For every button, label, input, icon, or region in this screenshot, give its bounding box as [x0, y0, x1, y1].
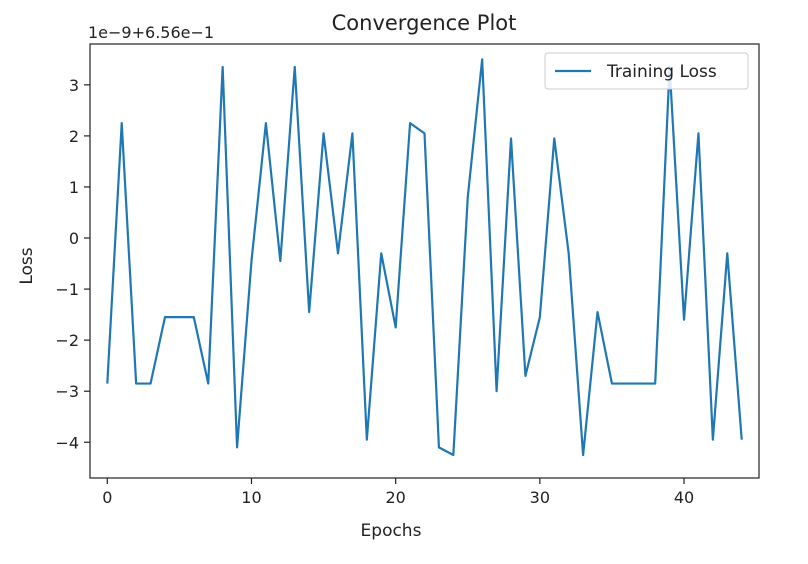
tick-layer: 0 10 20 30 40 −4 −3 −2 −1 0 1 2 3 — [55, 76, 694, 507]
y-tick-label: −1 — [55, 280, 79, 299]
y-tick-label: 2 — [69, 127, 79, 146]
x-tick-label: 20 — [385, 488, 405, 507]
legend-box — [544, 52, 749, 90]
plot-frame — [89, 43, 760, 479]
x-tick-label: 0 — [102, 488, 112, 507]
y-tick-label: −4 — [55, 433, 79, 452]
series-line-training-loss — [106, 58, 743, 457]
series-layer — [106, 58, 743, 457]
y-axis-label: Loss — [17, 247, 37, 284]
y-offset-label: 1e−9+6.56e−1 — [88, 23, 214, 42]
x-tick-label: 30 — [530, 488, 550, 507]
y-tick-label: −3 — [55, 382, 79, 401]
legend-label-training-loss: Training Loss — [606, 62, 717, 82]
chart-title: Convergence Plot — [332, 11, 517, 35]
y-tick-label: 3 — [69, 76, 79, 95]
x-axis-label: Epochs — [361, 521, 422, 541]
y-tick-label: 0 — [69, 229, 79, 248]
y-tick-label: −2 — [55, 331, 79, 350]
legend: Training Loss — [544, 52, 749, 90]
y-tick-label: 1 — [69, 178, 79, 197]
x-tick-label: 40 — [674, 488, 694, 507]
x-tick-label: 10 — [241, 488, 261, 507]
